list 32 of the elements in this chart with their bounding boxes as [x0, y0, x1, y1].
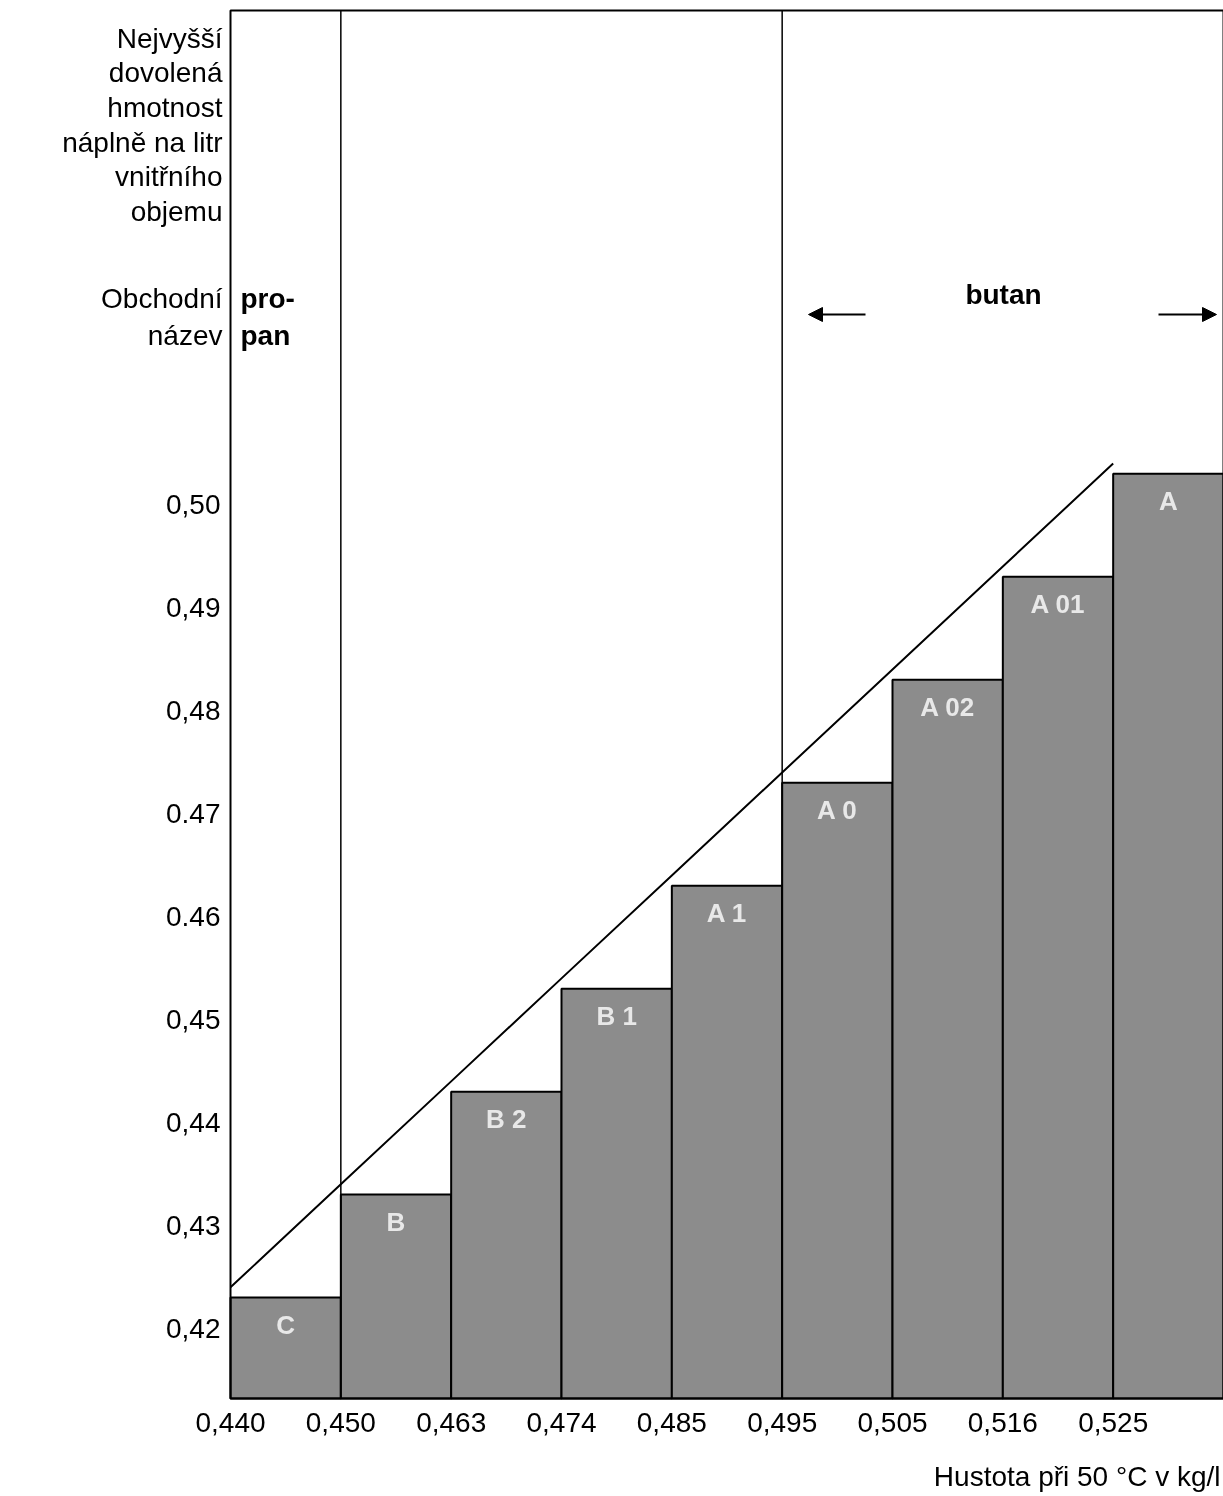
y-tick-label: 0,44: [166, 1107, 221, 1139]
y-axis-title: Nejvyšší dovolená hmotnost náplně na litr vnitřního objemu: [62, 22, 223, 228]
text: Obchodní název: [101, 282, 223, 352]
y-tick-label: 0,48: [166, 695, 221, 727]
x-tick-label: 0,516: [967, 1406, 1038, 1438]
x-tick-label: 0,440: [195, 1406, 266, 1438]
annotation: butan: [965, 278, 1042, 310]
y-tick-label: 0.47: [166, 798, 221, 830]
y-tick-label: 0,49: [166, 592, 221, 624]
x-tick-label: 0,474: [526, 1406, 597, 1438]
annotation: B 1: [596, 1000, 637, 1031]
annotation: A 1: [706, 897, 747, 928]
annotation: A 01: [1030, 588, 1085, 619]
x-tick-label: 0,485: [636, 1406, 707, 1438]
y-tick-label: 0,43: [166, 1210, 221, 1242]
x-tick-label: 0,525: [1078, 1406, 1149, 1438]
x-tick-label: 0,463: [416, 1406, 487, 1438]
annotation: pro- pan: [240, 282, 295, 352]
annotation: A: [1158, 485, 1178, 516]
x-tick-label: 0,450: [305, 1406, 376, 1438]
x-axis-title: Hustota při 50 °C v kg/l: [933, 1460, 1221, 1492]
y-tick-label: 0,42: [166, 1312, 221, 1344]
annotation: A 0: [817, 794, 857, 825]
x-tick-label: 0,495: [747, 1406, 818, 1438]
annotation: A 02: [920, 691, 975, 722]
y-tick-label: 0,50: [166, 489, 221, 521]
annotation: C: [276, 1309, 296, 1340]
y-tick-label: 0,45: [166, 1004, 221, 1036]
y-tick-label: 0.46: [166, 901, 221, 933]
x-tick-label: 0,505: [857, 1406, 928, 1438]
annotation: B: [386, 1206, 406, 1237]
annotation: B 2: [486, 1103, 527, 1134]
